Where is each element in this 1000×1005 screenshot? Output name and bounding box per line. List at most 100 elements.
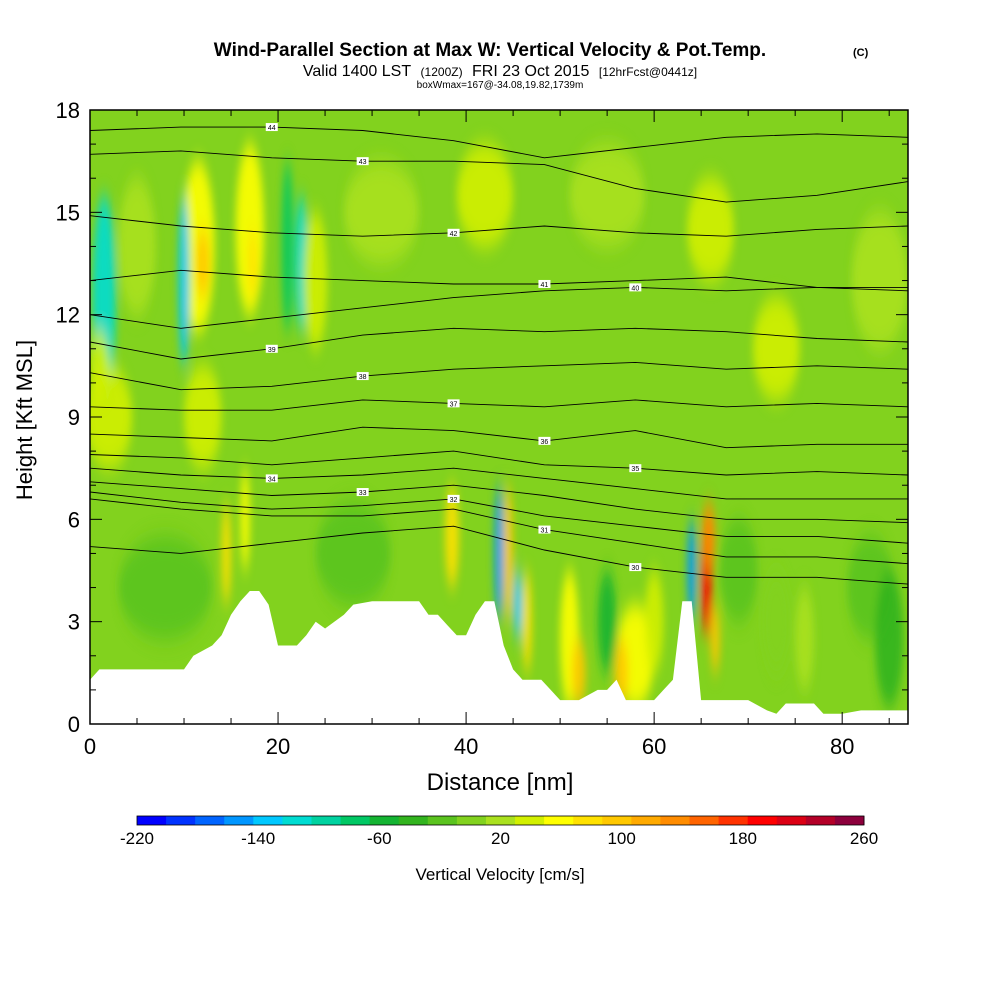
chart-titles: Wind-Parallel Section at Max W: Vertical… (214, 40, 869, 91)
colorbar-label: Vertical Velocity [cm/s] (415, 865, 584, 884)
colorbar-swatch-16 (602, 816, 632, 825)
y-tick-label-9: 9 (68, 405, 80, 430)
field-blob-29 (571, 638, 586, 707)
colorbar-swatch-10 (427, 816, 458, 825)
axis-ticks: 0 20 40 60 80 0 36 9 12 15 18 (56, 98, 908, 759)
field-blob-14 (687, 178, 735, 281)
colorbar-tick-180: 180 (729, 829, 757, 848)
theta-label-32: 32 (450, 497, 458, 504)
colorbar-swatch-20 (718, 816, 749, 825)
colorbar-swatch-8 (369, 816, 400, 825)
theta-label-30: 30 (631, 565, 639, 572)
colorbar-swatch-5 (282, 816, 312, 825)
theta-contour-37 (90, 399, 908, 411)
colorbar-frame (136, 815, 865, 826)
theta-label-box-43 (356, 157, 369, 166)
field-blob-20 (221, 502, 232, 605)
colorbar-tick-20: 20 (491, 829, 510, 848)
theta-contour-39 (90, 327, 908, 360)
colorbar-swatch-24 (834, 816, 865, 825)
theta-label-box-44 (265, 123, 278, 132)
theta-contour-44 (90, 126, 908, 159)
theta-contour-33 (90, 481, 908, 524)
subtitle-valid-time: Valid 1400 LST (303, 63, 411, 80)
colorbar-swatch-1 (166, 816, 196, 825)
field-blob-37 (710, 604, 720, 673)
subtitle-utc-time: (1200Z) (421, 65, 463, 79)
theta-label-box-33 (356, 488, 369, 497)
field-blob-27 (522, 570, 532, 673)
theta-label-41: 41 (541, 282, 549, 289)
theta-label-42: 42 (450, 231, 458, 238)
theta-label-box-35 (629, 464, 642, 473)
field-blob-4 (195, 229, 210, 298)
chart-title: Wind-Parallel Section at Max W: Vertical… (214, 40, 766, 61)
y-tick-label-15: 15 (56, 200, 80, 225)
field-blob-39 (762, 570, 791, 673)
theta-label-38: 38 (359, 374, 367, 381)
field-blob-18 (184, 365, 222, 469)
y-tick-label-18: 18 (56, 98, 80, 123)
field-blob-7 (247, 229, 258, 298)
field-blob-22 (315, 502, 391, 605)
theta-label-40: 40 (631, 285, 639, 292)
colorbar-swatch-2 (195, 816, 225, 825)
y-tick-label-3: 3 (68, 610, 80, 635)
field-blob-11 (343, 161, 420, 264)
theta-label-35: 35 (631, 466, 639, 473)
theta-label-box-31 (538, 525, 551, 534)
theta-label-box-39 (265, 344, 278, 353)
colorbar-tick--60: -60 (367, 829, 392, 848)
field-blob-10 (303, 212, 328, 349)
y-axis-label: Height [Kft MSL] (12, 340, 37, 500)
theta-contour-36 (90, 426, 908, 449)
field-blob-42 (875, 570, 904, 707)
x-tick-label-60: 60 (642, 734, 666, 759)
colorbar-swatch-21 (747, 816, 778, 825)
field-blob-16 (851, 212, 908, 349)
theta-label-box-42 (447, 228, 460, 237)
colorbar-swatch-12 (485, 816, 516, 825)
x-axis-label: Distance [nm] (427, 769, 574, 796)
x-tick-label-80: 80 (830, 734, 854, 759)
field-blob-26 (513, 570, 523, 639)
field-blob-17 (90, 365, 133, 469)
field-blob-33 (644, 570, 664, 673)
field-blob-5 (178, 195, 190, 366)
x-tick-label-0: 0 (84, 734, 96, 759)
theta-label-box-41 (538, 279, 551, 288)
subtitle-box-wmax: boxWmax=167@-34.08,19.82,1739m (417, 80, 584, 91)
field-blob-24 (494, 485, 504, 622)
x-tick-label-40: 40 (454, 734, 478, 759)
velocity-field (90, 144, 908, 707)
theta-label-34: 34 (268, 476, 276, 483)
theta-label-33: 33 (359, 490, 367, 497)
theta-contour-32 (90, 491, 908, 544)
theta-contour-41 (90, 269, 908, 292)
field-blob-30 (597, 570, 617, 673)
theta-label-36: 36 (541, 439, 549, 446)
x-tick-label-20: 20 (266, 734, 290, 759)
colorbar-tick-260: 260 (850, 829, 878, 848)
field-blob-19 (240, 468, 250, 571)
field-blob-23 (444, 485, 460, 588)
theta-label-box-40 (629, 283, 642, 292)
colorbar-swatch-7 (340, 816, 371, 825)
subtitle-forecast: [12hrFcst@0441z] (599, 65, 697, 79)
colorbar-tick--140: -140 (241, 829, 275, 848)
field-blob-38 (719, 519, 758, 622)
colorbar-swatch-6 (311, 816, 342, 825)
colorbar: -220 -140 -60 20 100 180 260 (120, 815, 878, 848)
colorbar-swatch-4 (253, 816, 283, 825)
theta-label-43: 43 (359, 159, 367, 166)
theta-label-box-32 (447, 494, 460, 503)
y-tick-label-12: 12 (56, 303, 80, 328)
theta-label-44: 44 (268, 125, 276, 132)
field-blob-12 (456, 144, 514, 247)
theta-contour-40 (90, 286, 908, 329)
y-tick-label-0: 0 (68, 712, 80, 737)
colorbar-swatch-15 (573, 816, 603, 825)
